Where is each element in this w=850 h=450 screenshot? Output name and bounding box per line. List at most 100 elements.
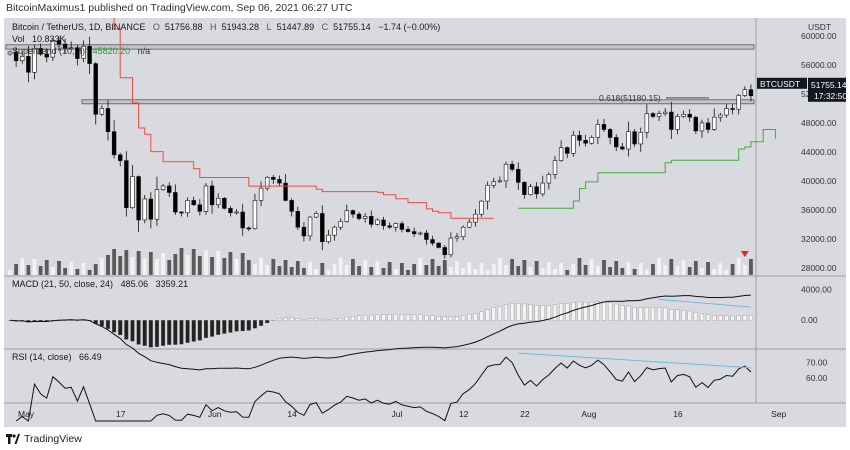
candle-body (271, 176, 276, 180)
candle-body (369, 216, 374, 225)
volume-bar (338, 258, 343, 275)
candle-body (191, 200, 196, 206)
macd-histogram-bar (699, 313, 704, 321)
volume-bar (99, 258, 104, 275)
volume-bar (210, 257, 214, 275)
date-axis-label: May (18, 409, 35, 419)
macd-histogram-bar (559, 303, 564, 321)
candle-body (424, 232, 429, 240)
volume-bar (50, 267, 55, 275)
macd-histogram-bar (222, 320, 227, 334)
volume-bar (302, 268, 306, 275)
candle-body (124, 160, 129, 208)
volume-bar (687, 267, 692, 275)
macd-histogram-bar (320, 318, 325, 321)
macd-histogram-bar (314, 317, 319, 321)
macd-histogram-bar (626, 305, 631, 321)
macd-histogram-bar (461, 315, 466, 321)
candle-body (13, 51, 19, 62)
candle-body (185, 200, 190, 214)
volume-bar (136, 251, 141, 275)
rsi-line (15, 356, 752, 422)
macd-histogram-bar (105, 320, 111, 330)
candle-body (516, 169, 521, 183)
chart-svg[interactable]: 60000.0056000.0052000.0048000.0044000.00… (4, 18, 846, 427)
candle-body (264, 176, 270, 189)
candle-body (699, 122, 705, 132)
candle-body (56, 40, 62, 45)
candle-body (742, 89, 748, 96)
candle-body (240, 211, 245, 229)
candle-body (675, 116, 680, 130)
macd-histogram-bar (675, 309, 680, 321)
date-axis-label: 22 (520, 409, 530, 419)
volume-bar (718, 263, 723, 275)
macd-histogram-bar (706, 314, 711, 321)
macd-histogram-bar (467, 314, 472, 321)
rsi-trendline (518, 352, 751, 369)
price-axis-tick: 44000.00 (801, 147, 837, 157)
volume-bar (632, 269, 637, 275)
volume-bar (320, 263, 325, 275)
volume-bar (522, 260, 527, 275)
price-tag-countdown: 17:32:50 (814, 91, 846, 101)
volume-bar (455, 261, 459, 275)
candle-body (656, 113, 662, 117)
volume-bar (602, 260, 606, 275)
candle-body (7, 51, 13, 55)
price-axis-currency: USDT (808, 22, 831, 32)
macd-histogram-bar (142, 320, 147, 346)
volume-bar (118, 256, 123, 275)
volume-bar (406, 270, 410, 275)
candle-body (405, 229, 411, 232)
volume-bar (81, 263, 86, 275)
macd-histogram-bar (246, 320, 251, 331)
macd-histogram-bar (381, 314, 386, 321)
candle-body (228, 208, 233, 214)
candle-body (399, 223, 405, 230)
macd-histogram-bar (271, 320, 276, 321)
volume-bar (375, 261, 380, 275)
price-tag-symbol: BTCUSDT (760, 79, 800, 89)
volume-bar (461, 268, 466, 275)
candle-body (320, 213, 325, 242)
volume-bar (277, 266, 282, 275)
fib-label: 0.618(51180.15) (599, 93, 661, 103)
date-axis-label: 16 (673, 409, 683, 419)
price-tag-price: 51755.14 (811, 80, 846, 90)
macd-histogram-bar (191, 320, 196, 342)
chart-area[interactable]: 60000.0056000.0052000.0048000.0044000.00… (4, 18, 846, 427)
volume-bar (626, 262, 631, 275)
macd-histogram-bar (130, 320, 135, 342)
volume-bar (142, 258, 147, 275)
volume-bar (712, 269, 717, 275)
candle-body (313, 213, 319, 218)
candle-body (258, 187, 264, 201)
candle-body (620, 146, 625, 150)
macd-histogram-bar (203, 320, 208, 339)
candle-body (442, 247, 447, 256)
candle-body (534, 186, 539, 195)
candle-body (430, 239, 435, 244)
macd-histogram-bar (528, 304, 533, 321)
volume-bar (204, 250, 208, 275)
macd-histogram-bar (724, 315, 729, 321)
candle-body (62, 43, 68, 49)
candle-body (497, 180, 503, 183)
price-axis-tick: 28000.00 (801, 263, 837, 273)
macd-histogram-bar (681, 310, 686, 321)
volume-bar (442, 260, 447, 275)
candle-body (705, 122, 711, 130)
macd-histogram-bar (663, 307, 668, 321)
macd-histogram-bar (497, 306, 502, 321)
volume-bar (412, 264, 417, 275)
volume-bar (724, 270, 729, 275)
candle-body (136, 176, 141, 221)
volume-bar (234, 259, 239, 275)
macd-histogram-bar (136, 320, 141, 345)
macd-histogram-bar (503, 304, 509, 321)
volume-bar (393, 269, 398, 275)
volume-bar (675, 266, 680, 275)
candle-body (730, 108, 735, 110)
macd-histogram-bar (387, 314, 392, 321)
